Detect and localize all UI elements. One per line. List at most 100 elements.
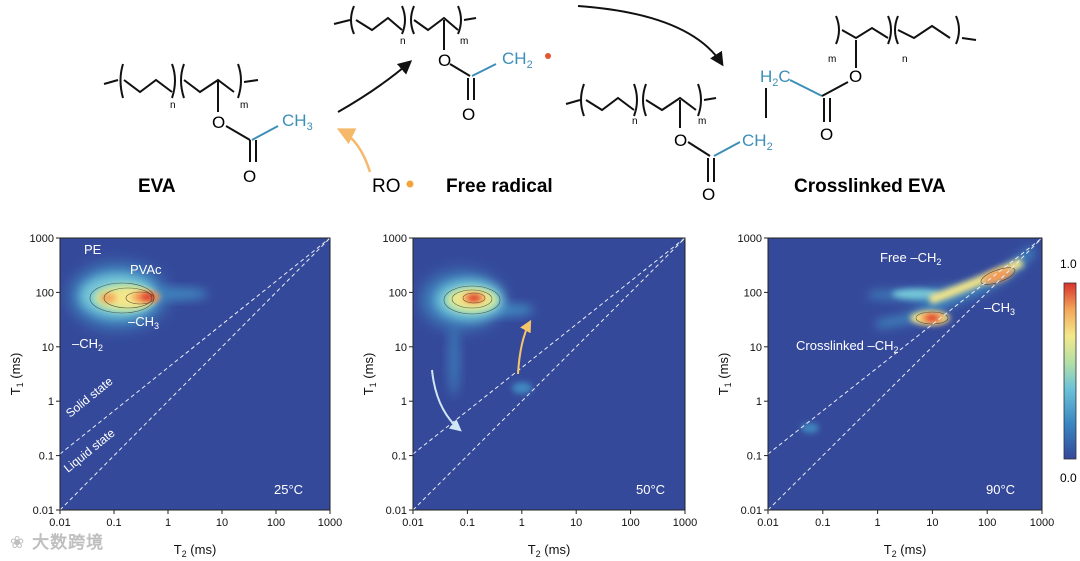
cx-o4: O xyxy=(820,125,833,144)
heatmap-90c xyxy=(768,238,1042,510)
free-ch2-band xyxy=(892,289,940,299)
y-tick-label: 100 xyxy=(744,287,762,299)
solid-state-line xyxy=(60,238,330,455)
minor-peak xyxy=(512,382,532,394)
solid-state-line xyxy=(413,238,685,455)
heatmap-25c xyxy=(60,238,330,510)
cx-m: m xyxy=(698,116,706,127)
eva-structure xyxy=(103,63,279,162)
temp-50c: 50°C xyxy=(636,482,665,497)
panel-90c: Free –CH2 –CH3 Crosslinked –CH2 90°C xyxy=(768,238,1042,510)
reaction-arrow-2 xyxy=(577,5,724,67)
y-axis-label: T1 (ms) xyxy=(8,353,25,396)
x-tick-label: 1000 xyxy=(1030,517,1054,529)
temp-90c: 90°C xyxy=(986,482,1015,497)
y-tick-label: 1 xyxy=(756,396,762,408)
label-ch3: –CH3 xyxy=(984,300,1015,317)
eva-m: m xyxy=(240,100,248,111)
fr-ch2: CH2 xyxy=(502,49,533,71)
y-tick-label: 0.1 xyxy=(747,451,762,463)
cx-m2: m xyxy=(828,54,836,65)
panel-25c: PE PVAc –CH3 –CH2 Solid state Liquid sta… xyxy=(60,238,330,510)
y-tick-label: 1000 xyxy=(738,233,762,245)
free-radical-label: Free radical xyxy=(446,176,553,197)
x-tick-label: 100 xyxy=(621,517,639,529)
free-radical-structure xyxy=(333,5,497,100)
x-tick-label: 1 xyxy=(875,517,881,529)
cx-o3: O xyxy=(849,67,862,86)
y-tick-label: 1 xyxy=(401,396,407,408)
x-tick-label: 0.1 xyxy=(106,517,121,529)
cx-o2: O xyxy=(702,185,715,204)
y-tick-label: 0.01 xyxy=(33,505,54,517)
fr-o2: O xyxy=(462,105,475,124)
x-tick-label: 0.01 xyxy=(402,517,423,529)
fr-n: n xyxy=(400,36,406,47)
plot-frame xyxy=(767,237,1043,511)
cx-n: n xyxy=(632,116,638,127)
x-tick-label: 0.01 xyxy=(49,517,70,529)
liquid-state-line xyxy=(413,238,685,510)
peak-core xyxy=(141,293,155,301)
cx-ch2: CH2 xyxy=(742,131,773,153)
watermark: ❀ 大数跨境 xyxy=(10,528,104,553)
peak-ch2 xyxy=(100,293,116,303)
crosslinked-structure xyxy=(565,15,977,182)
x-tick-label: 0.1 xyxy=(460,517,475,529)
contour-streak xyxy=(448,324,460,396)
y-axis-label: T1 (ms) xyxy=(361,353,378,396)
y-tick-label: 1 xyxy=(48,396,54,408)
watermark-logo-icon: ❀ xyxy=(10,533,26,553)
ro-attack-arrow xyxy=(336,128,372,173)
fr-m: m xyxy=(460,36,468,47)
heatmap-50c xyxy=(413,238,685,510)
y-tick-label: 0.01 xyxy=(741,505,762,517)
ro-label: RO xyxy=(372,176,401,197)
crosslinked-label: Crosslinked EVA xyxy=(794,176,946,197)
axes-panel-3: 0.01 0.1 1 10 100 1000 1000 100 10 1 0.1 0.01 T2 (ms… xyxy=(716,233,1054,559)
x-tick-label: 10 xyxy=(926,517,938,529)
y-tick-label: 1000 xyxy=(30,233,54,245)
ro-dot xyxy=(406,180,414,188)
panel-50c: 50°C xyxy=(413,238,685,510)
axes-layer: 0.01 0.1 1 10 100 1000 1000 100 10 1 0.1 0.01 T2 (ms… xyxy=(8,233,1054,559)
x-tick-label: 0.1 xyxy=(815,517,830,529)
colorbar-max: 1.0 xyxy=(1060,257,1077,271)
y-tick-label: 100 xyxy=(389,287,407,299)
eva-label: EVA xyxy=(138,176,176,197)
minor-peak xyxy=(801,423,819,433)
peak-core xyxy=(468,295,480,301)
cx-n2: n xyxy=(902,54,908,65)
y-axis-label: T1 (ms) xyxy=(716,353,733,396)
colorbar-min: 0.0 xyxy=(1060,471,1077,485)
x-tick-label: 1 xyxy=(165,517,171,529)
liquid-state-line xyxy=(768,238,1042,510)
axes-panel-2: 0.01 0.1 1 10 100 1000 1000 100 10 1 0.1 0.01 T2 (ms… xyxy=(361,233,697,559)
radical-dot xyxy=(545,53,551,59)
reaction-arrow-1 xyxy=(337,60,413,113)
x-axis-label: T2 (ms) xyxy=(528,542,571,559)
solid-state-line xyxy=(768,238,1042,455)
label-free-ch2: Free –CH2 xyxy=(880,250,941,267)
x-tick-label: 100 xyxy=(978,517,996,529)
cx-h2c: H2C xyxy=(760,67,791,89)
label-crosslinked-ch2: Crosslinked –CH2 xyxy=(796,338,899,355)
eva-n: n xyxy=(170,100,176,111)
upward-arrow xyxy=(517,319,532,375)
label-pvac: PVAc xyxy=(130,262,162,277)
y-tick-label: 10 xyxy=(42,342,54,354)
contour-outer xyxy=(868,246,1036,328)
contour-tail xyxy=(148,288,208,300)
eva-o2: O xyxy=(243,167,256,186)
y-tick-label: 0.1 xyxy=(39,451,54,463)
axes-panel-1: 0.01 0.1 1 10 100 1000 1000 100 10 1 0.1 0.01 T2 (ms… xyxy=(8,233,342,559)
y-tick-label: 0.1 xyxy=(392,451,407,463)
x-tick-label: 0.01 xyxy=(757,517,778,529)
plot-frame xyxy=(59,237,331,511)
x-tick-label: 1000 xyxy=(318,517,342,529)
downward-arrow xyxy=(431,369,462,432)
reaction-scheme xyxy=(103,5,977,182)
y-tick-label: 10 xyxy=(395,342,407,354)
colorbar-gradient xyxy=(1063,282,1077,460)
ch3-peak xyxy=(982,268,1014,284)
